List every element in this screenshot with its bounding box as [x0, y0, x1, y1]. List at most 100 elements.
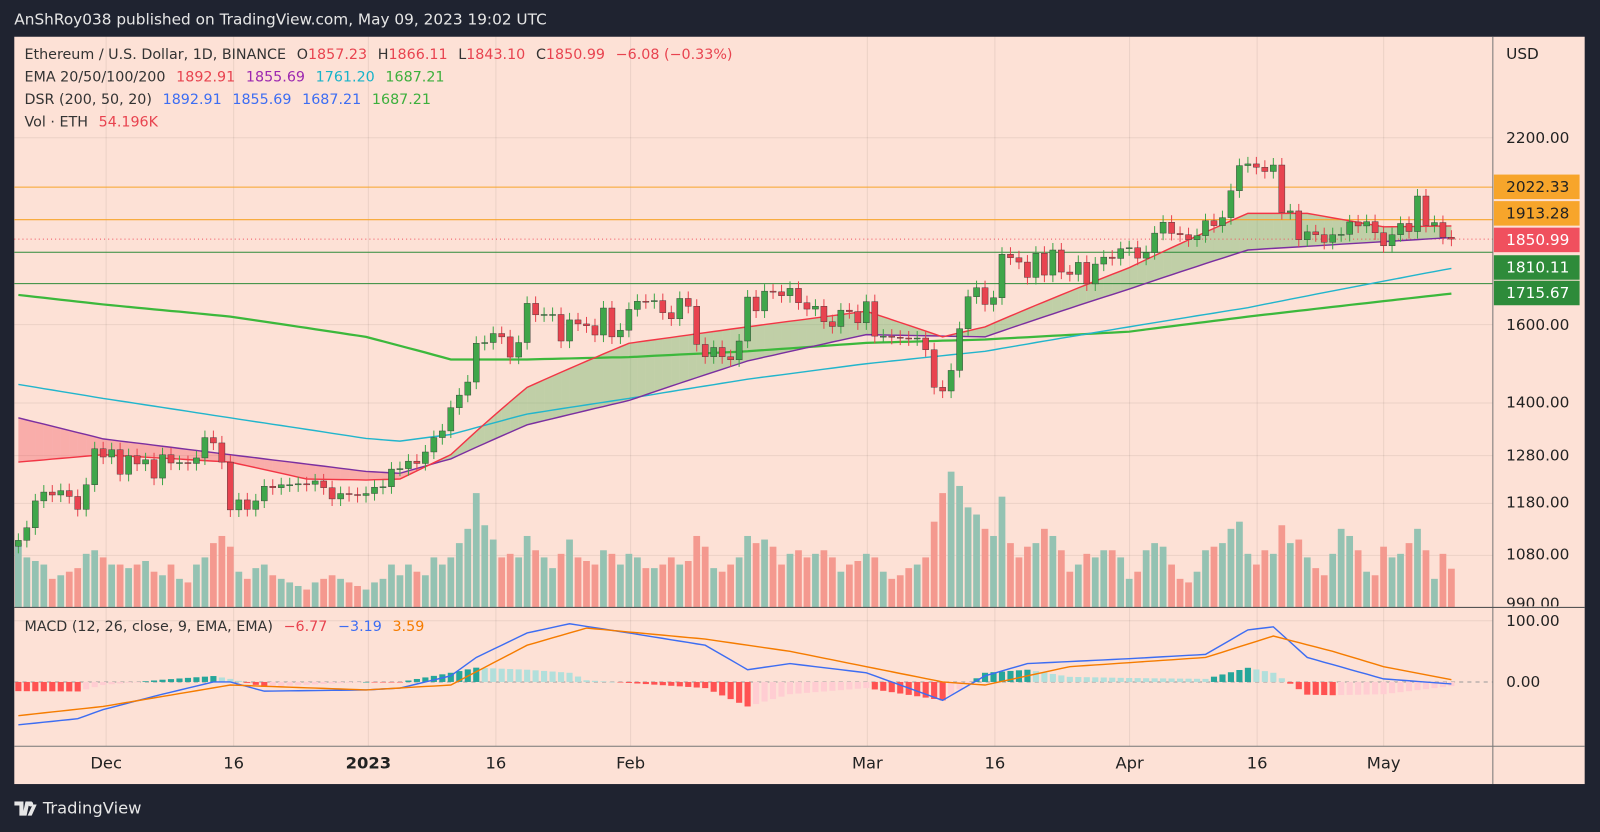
- volume-bar: [1091, 557, 1099, 608]
- volume-bar: [854, 560, 862, 608]
- macd-histogram-bar: [329, 681, 336, 684]
- macd-histogram-bar: [1210, 676, 1218, 682]
- macd-histogram-bar: [473, 667, 480, 682]
- macd-histogram-bar: [965, 681, 972, 684]
- macd-tick: 0.00: [1506, 672, 1541, 692]
- macd-histogram-bar: [320, 681, 327, 685]
- candle-body: [1058, 249, 1065, 273]
- macd-histogram-bar: [1261, 671, 1268, 682]
- candle-body: [1168, 222, 1175, 234]
- volume-bar: [74, 568, 82, 608]
- candle-body: [57, 490, 65, 496]
- ema-ribbon-segment: [993, 319, 1002, 334]
- volume-bar: [159, 575, 166, 608]
- ema-ribbon-segment: [459, 439, 468, 455]
- volume-bar: [718, 571, 726, 608]
- dsr-label: DSR (200, 50, 20): [24, 91, 152, 109]
- macd-histogram-bar: [150, 680, 158, 682]
- macd-histogram-bar: [1143, 678, 1150, 682]
- candle-body: [956, 328, 963, 371]
- macd-histogram-bar: [1092, 677, 1099, 682]
- macd-histogram-bar: [812, 681, 819, 693]
- ema-ribbon-segment: [790, 320, 799, 352]
- macd-histogram-bar: [1236, 670, 1243, 682]
- candle-body: [744, 296, 751, 342]
- macd-histogram-bar: [362, 681, 370, 683]
- candle-body: [930, 349, 938, 388]
- macd-histogram-bar: [1388, 681, 1396, 694]
- macd-histogram-value: −6.77: [283, 618, 328, 635]
- candle-body: [286, 484, 293, 487]
- candle-body: [506, 336, 514, 358]
- candle-body: [913, 337, 921, 340]
- volume-bar: [1439, 553, 1447, 608]
- candle-body: [472, 343, 480, 383]
- volume-bar: [65, 571, 73, 608]
- macd-histogram-bar: [134, 681, 141, 683]
- ema-ribbon-segment: [518, 387, 528, 429]
- ema-ribbon-segment: [26, 419, 36, 462]
- ema-ribbon-segment: [306, 464, 316, 480]
- ema-legend[interactable]: EMA 20/50/100/200 1892.91 1855.69 1761.2…: [24, 69, 450, 85]
- chart-panel[interactable]: [14, 36, 1585, 785]
- ema-ribbon-segment: [688, 333, 697, 381]
- candle-body: [1448, 237, 1455, 240]
- volume-bar: [557, 553, 565, 608]
- ema100-value: 1761.20: [315, 69, 375, 86]
- volume-bar: [617, 564, 624, 608]
- dsr-legend[interactable]: DSR (200, 50, 20) 1892.91 1855.69 1687.2…: [24, 92, 437, 108]
- ema-ribbon-segment: [535, 379, 545, 423]
- macd-histogram-bar: [659, 681, 666, 686]
- volume-bar: [320, 578, 327, 608]
- macd-histogram-bar: [1312, 681, 1319, 695]
- macd-histogram-bar: [1177, 678, 1184, 682]
- ema-ribbon-segment: [43, 424, 53, 460]
- macd-histogram-bar: [1363, 681, 1370, 695]
- ema-ribbon-segment: [1425, 226, 1435, 240]
- macd-legend[interactable]: MACD (12, 26, close, 9, EMA, EMA) −6.77 …: [24, 619, 430, 635]
- volume-bar: [1244, 553, 1252, 608]
- volume-bar: [1007, 543, 1014, 608]
- volume-bar: [1100, 550, 1108, 608]
- price-tick: 1080.00: [1506, 545, 1570, 564]
- macd-histogram-bar: [346, 681, 353, 683]
- candle-body: [379, 486, 387, 488]
- candles: [15, 156, 1455, 554]
- macd-histogram-bar: [939, 681, 946, 701]
- candle-body: [227, 461, 234, 511]
- candle-body: [1159, 222, 1167, 234]
- macd-histogram-bar: [693, 681, 700, 688]
- volume-bar: [167, 564, 175, 608]
- macd-histogram-bar: [278, 681, 285, 687]
- macd-histogram-bar: [83, 681, 90, 690]
- volume-bar: [1414, 528, 1421, 608]
- ema-ribbon-segment: [501, 401, 511, 436]
- macd-histogram-bar: [210, 676, 217, 682]
- open-label: O: [296, 46, 308, 64]
- candle-body: [574, 319, 582, 325]
- time-label: Mar: [851, 753, 883, 773]
- ema-ribbon-segment: [60, 428, 70, 459]
- candle-body: [235, 499, 243, 511]
- macd-histogram-bar: [1329, 681, 1336, 696]
- ema-ribbon-segment: [1120, 267, 1130, 292]
- candle-body: [549, 314, 556, 316]
- volume-bar: [549, 568, 556, 608]
- volume-bar: [1185, 582, 1192, 608]
- volume-legend[interactable]: Vol · ETH 54.196K: [24, 114, 164, 130]
- candle-body: [65, 490, 73, 497]
- volume-bar: [413, 571, 421, 608]
- volume-bar: [1286, 543, 1294, 608]
- volume-bar: [142, 560, 149, 608]
- macd-label: MACD (12, 26, close, 9, EMA, EMA): [24, 618, 273, 635]
- macd-histogram-bar: [405, 680, 412, 682]
- macd-histogram-bar: [532, 670, 539, 682]
- ema-ribbon-segment: [374, 471, 383, 480]
- tradingview-brand[interactable]: TradingView: [14, 798, 142, 818]
- candle-body: [269, 486, 277, 488]
- volume-bar: [829, 557, 836, 608]
- candle-body: [1100, 256, 1108, 265]
- ema-ribbon-segment: [679, 335, 689, 384]
- macd-histogram-bar: [244, 681, 251, 683]
